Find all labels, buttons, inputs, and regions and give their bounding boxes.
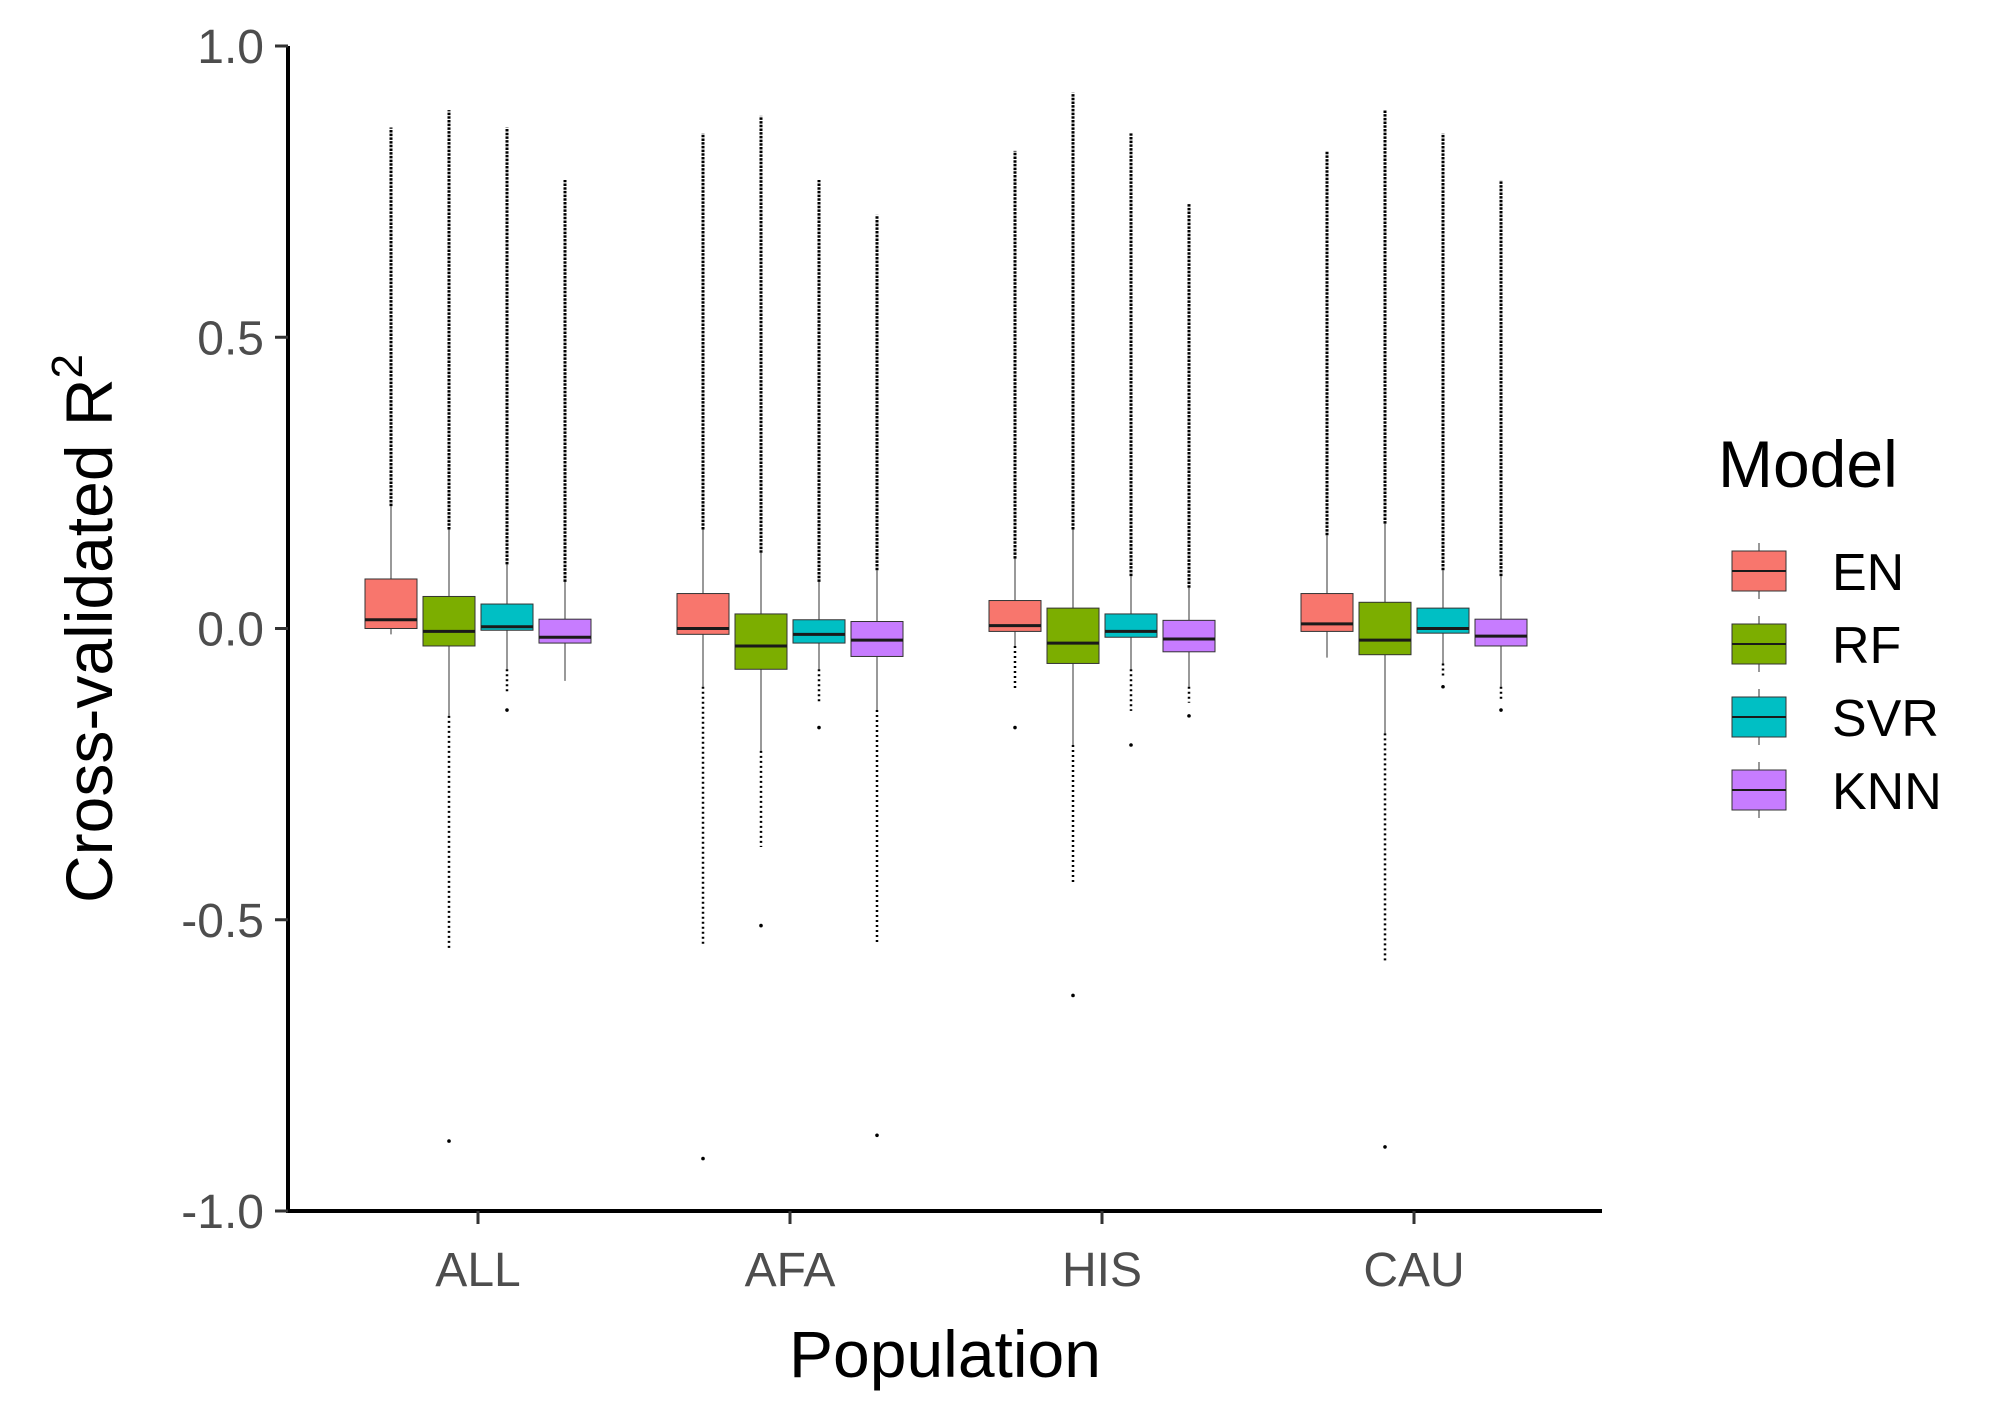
box-body bbox=[734, 613, 788, 670]
box-body bbox=[1474, 618, 1528, 647]
box-body bbox=[1162, 619, 1216, 653]
outlier-point-low bbox=[447, 1139, 451, 1143]
legend-title: Model bbox=[1718, 427, 1898, 501]
y-tick-label: 0.5 bbox=[197, 312, 264, 365]
box-body bbox=[422, 595, 476, 647]
box-rf-his bbox=[1046, 92, 1100, 998]
x-tick-label: ALL bbox=[435, 1244, 520, 1297]
outlier-point-low bbox=[1129, 743, 1133, 747]
legend-item-rf: RF bbox=[1731, 616, 1901, 675]
x-tick-label: AFA bbox=[745, 1244, 836, 1297]
y-tick-label: 0.0 bbox=[197, 604, 264, 657]
y-tick-label: -1.0 bbox=[181, 1186, 264, 1239]
box-en-afa bbox=[676, 133, 730, 1161]
legend-label: SVR bbox=[1832, 690, 1939, 748]
box-svr-all bbox=[480, 127, 534, 712]
outlier-point-low bbox=[701, 1156, 705, 1161]
legend-label: RF bbox=[1832, 617, 1901, 675]
legend-item-en: EN bbox=[1731, 543, 1904, 602]
box-rf-cau bbox=[1358, 110, 1412, 1149]
y-tick-label: -0.5 bbox=[181, 895, 264, 948]
series-en bbox=[364, 127, 1354, 1161]
series-svr bbox=[480, 127, 1470, 747]
box-en-his bbox=[988, 150, 1042, 730]
box-en-cau bbox=[1300, 150, 1354, 658]
box-body bbox=[538, 618, 592, 644]
box-body bbox=[1046, 607, 1100, 664]
legend-item-svr: SVR bbox=[1731, 689, 1939, 748]
y-axis-ticks: -1.0 -0.5 0.0 0.5 1.0 bbox=[181, 21, 288, 1239]
legend-items: EN RF SVR KNN bbox=[1731, 543, 1942, 821]
outlier-point-low bbox=[875, 1133, 879, 1138]
legend: Model EN RF SVR KNN bbox=[1718, 427, 1942, 821]
outlier-point-low bbox=[505, 708, 509, 712]
outlier-point-low bbox=[817, 725, 821, 730]
box-en-all bbox=[364, 127, 418, 635]
x-axis-title: Population bbox=[789, 1317, 1101, 1391]
plot-marks bbox=[364, 92, 1528, 1161]
legend-item-knn: KNN bbox=[1731, 762, 1942, 821]
box-rf-afa bbox=[734, 115, 788, 928]
outlier-point-low bbox=[1013, 725, 1017, 730]
box-knn-all bbox=[538, 179, 592, 681]
outlier-point-low bbox=[1499, 708, 1503, 712]
outlier-point-low bbox=[1383, 1145, 1387, 1149]
series-rf bbox=[422, 92, 1412, 1149]
box-knn-cau bbox=[1474, 179, 1528, 712]
box-knn-afa bbox=[850, 214, 904, 1138]
box-knn-his bbox=[1162, 203, 1216, 718]
outlier-point-low bbox=[1071, 993, 1075, 998]
box-body bbox=[1104, 613, 1158, 638]
y-tick-label: 1.0 bbox=[197, 21, 264, 74]
series-knn bbox=[538, 179, 1528, 1138]
x-axis-ticks: ALL AFA HIS CAU bbox=[435, 1211, 1465, 1297]
legend-label: KNN bbox=[1832, 763, 1942, 821]
box-body bbox=[1358, 601, 1412, 656]
x-tick-label: CAU bbox=[1363, 1244, 1464, 1297]
box-rf-all bbox=[422, 110, 476, 1143]
x-tick-label: HIS bbox=[1062, 1244, 1142, 1297]
y-axis-title: Cross-validated R2 bbox=[43, 354, 126, 903]
outlier-point-low bbox=[1187, 714, 1191, 718]
box-body bbox=[792, 619, 846, 644]
box-svr-his bbox=[1104, 133, 1158, 747]
box-svr-afa bbox=[792, 179, 846, 730]
y-axis-title-superscript: 2 bbox=[43, 354, 92, 378]
outlier-point-low bbox=[759, 923, 763, 928]
legend-label: EN bbox=[1832, 544, 1904, 602]
y-axis-title-main: Cross-validated R bbox=[52, 378, 126, 903]
box-svr-cau bbox=[1416, 133, 1470, 689]
outlier-point-low bbox=[1441, 684, 1445, 689]
box-body bbox=[1300, 593, 1354, 632]
